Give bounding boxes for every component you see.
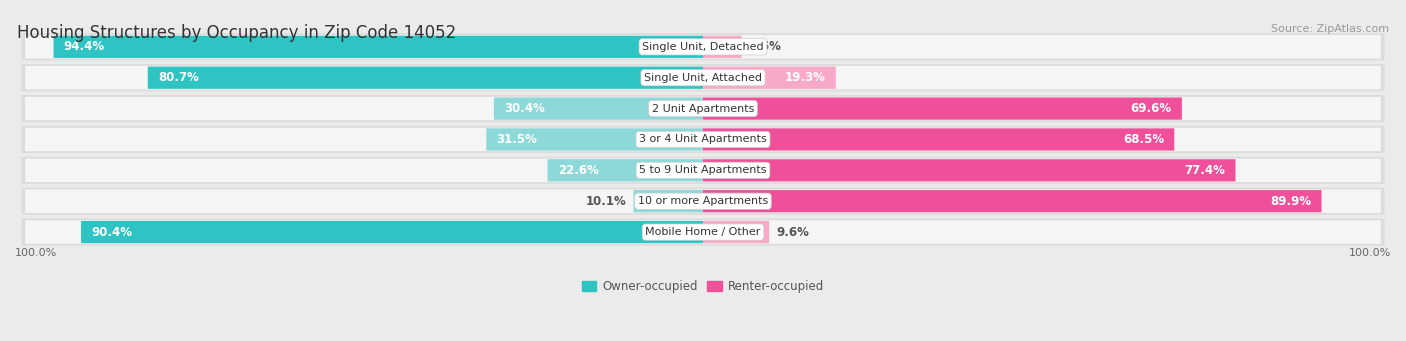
FancyBboxPatch shape bbox=[494, 98, 703, 120]
Text: 30.4%: 30.4% bbox=[505, 102, 546, 115]
FancyBboxPatch shape bbox=[703, 221, 769, 243]
FancyBboxPatch shape bbox=[547, 159, 703, 181]
Text: 9.6%: 9.6% bbox=[776, 225, 808, 239]
Text: 77.4%: 77.4% bbox=[1184, 164, 1225, 177]
FancyBboxPatch shape bbox=[25, 159, 1381, 182]
Text: 89.9%: 89.9% bbox=[1270, 195, 1312, 208]
Text: 100.0%: 100.0% bbox=[15, 248, 58, 258]
FancyBboxPatch shape bbox=[703, 36, 741, 58]
Text: 5.6%: 5.6% bbox=[748, 40, 782, 53]
Text: 80.7%: 80.7% bbox=[157, 71, 200, 84]
FancyBboxPatch shape bbox=[21, 95, 1385, 122]
FancyBboxPatch shape bbox=[25, 190, 1381, 213]
FancyBboxPatch shape bbox=[25, 97, 1381, 120]
FancyBboxPatch shape bbox=[486, 128, 703, 151]
FancyBboxPatch shape bbox=[21, 126, 1385, 153]
FancyBboxPatch shape bbox=[21, 219, 1385, 246]
Text: 19.3%: 19.3% bbox=[785, 71, 825, 84]
Text: 100.0%: 100.0% bbox=[1348, 248, 1391, 258]
FancyBboxPatch shape bbox=[21, 157, 1385, 184]
Text: 2 Unit Apartments: 2 Unit Apartments bbox=[652, 104, 754, 114]
Text: Mobile Home / Other: Mobile Home / Other bbox=[645, 227, 761, 237]
Text: 5 to 9 Unit Apartments: 5 to 9 Unit Apartments bbox=[640, 165, 766, 175]
Text: 94.4%: 94.4% bbox=[63, 40, 105, 53]
FancyBboxPatch shape bbox=[82, 221, 703, 243]
Text: Single Unit, Detached: Single Unit, Detached bbox=[643, 42, 763, 52]
FancyBboxPatch shape bbox=[148, 66, 703, 89]
Text: 90.4%: 90.4% bbox=[91, 225, 132, 239]
Text: Single Unit, Attached: Single Unit, Attached bbox=[644, 73, 762, 83]
FancyBboxPatch shape bbox=[25, 220, 1381, 244]
FancyBboxPatch shape bbox=[21, 188, 1385, 215]
Text: Source: ZipAtlas.com: Source: ZipAtlas.com bbox=[1271, 24, 1389, 34]
FancyBboxPatch shape bbox=[703, 159, 1236, 181]
Text: 3 or 4 Unit Apartments: 3 or 4 Unit Apartments bbox=[640, 134, 766, 145]
Text: 31.5%: 31.5% bbox=[496, 133, 537, 146]
Text: Housing Structures by Occupancy in Zip Code 14052: Housing Structures by Occupancy in Zip C… bbox=[17, 24, 456, 42]
Text: 10 or more Apartments: 10 or more Apartments bbox=[638, 196, 768, 206]
FancyBboxPatch shape bbox=[53, 36, 703, 58]
FancyBboxPatch shape bbox=[703, 98, 1182, 120]
FancyBboxPatch shape bbox=[634, 190, 703, 212]
FancyBboxPatch shape bbox=[703, 128, 1174, 151]
FancyBboxPatch shape bbox=[21, 64, 1385, 91]
FancyBboxPatch shape bbox=[703, 66, 835, 89]
Text: 10.1%: 10.1% bbox=[586, 195, 627, 208]
Text: 68.5%: 68.5% bbox=[1123, 133, 1164, 146]
FancyBboxPatch shape bbox=[703, 190, 1322, 212]
Text: 69.6%: 69.6% bbox=[1130, 102, 1171, 115]
Text: 22.6%: 22.6% bbox=[558, 164, 599, 177]
FancyBboxPatch shape bbox=[25, 35, 1381, 59]
Legend: Owner-occupied, Renter-occupied: Owner-occupied, Renter-occupied bbox=[578, 276, 828, 298]
FancyBboxPatch shape bbox=[25, 128, 1381, 151]
FancyBboxPatch shape bbox=[25, 66, 1381, 89]
FancyBboxPatch shape bbox=[21, 33, 1385, 60]
